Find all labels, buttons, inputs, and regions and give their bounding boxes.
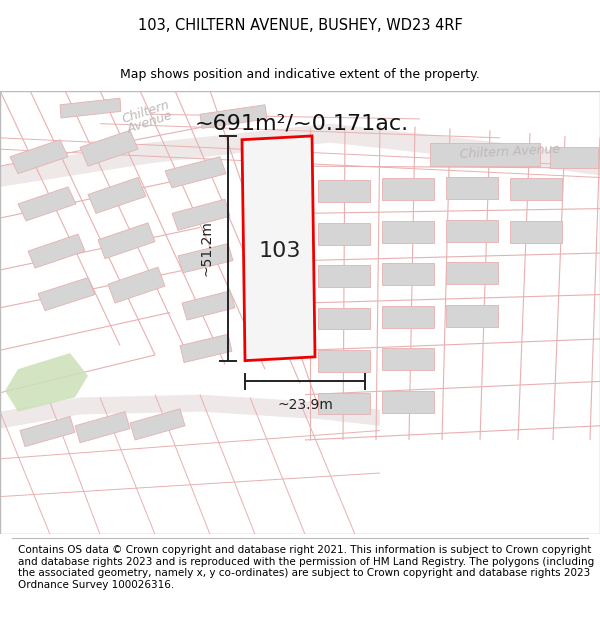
Polygon shape — [382, 178, 434, 200]
Polygon shape — [242, 136, 315, 361]
Polygon shape — [98, 222, 155, 259]
Polygon shape — [318, 392, 370, 414]
Polygon shape — [382, 221, 434, 243]
Polygon shape — [382, 263, 434, 285]
Text: Map shows position and indicative extent of the property.: Map shows position and indicative extent… — [120, 68, 480, 81]
Polygon shape — [60, 98, 121, 118]
Polygon shape — [430, 142, 540, 166]
Polygon shape — [0, 394, 380, 429]
Polygon shape — [80, 130, 138, 166]
Polygon shape — [108, 267, 165, 303]
Polygon shape — [130, 409, 185, 440]
Polygon shape — [446, 262, 498, 284]
Polygon shape — [318, 181, 370, 202]
Polygon shape — [20, 416, 75, 447]
Polygon shape — [382, 306, 434, 328]
Text: ~691m²/~0.171ac.: ~691m²/~0.171ac. — [195, 114, 409, 134]
Polygon shape — [5, 353, 88, 412]
Text: Chiltern
Avenue: Chiltern Avenue — [121, 98, 175, 136]
Polygon shape — [446, 305, 498, 327]
Polygon shape — [180, 334, 232, 362]
Text: ~23.9m: ~23.9m — [277, 398, 333, 412]
Text: Contains OS data © Crown copyright and database right 2021. This information is : Contains OS data © Crown copyright and d… — [18, 545, 594, 590]
Polygon shape — [88, 177, 146, 213]
Text: 103: 103 — [259, 241, 301, 261]
Polygon shape — [28, 234, 85, 268]
Polygon shape — [165, 157, 226, 188]
Polygon shape — [318, 265, 370, 287]
Polygon shape — [318, 308, 370, 329]
Polygon shape — [510, 178, 562, 200]
Polygon shape — [550, 148, 598, 168]
Polygon shape — [382, 348, 434, 370]
Polygon shape — [446, 220, 498, 242]
Text: ~51.2m: ~51.2m — [200, 221, 214, 276]
Polygon shape — [178, 244, 233, 273]
Polygon shape — [510, 221, 562, 243]
Polygon shape — [318, 222, 370, 244]
Polygon shape — [182, 291, 235, 320]
Polygon shape — [0, 124, 600, 187]
Polygon shape — [318, 350, 370, 372]
Polygon shape — [172, 199, 230, 231]
Polygon shape — [200, 105, 267, 128]
Polygon shape — [38, 278, 95, 311]
Text: 103, CHILTERN AVENUE, BUSHEY, WD23 4RF: 103, CHILTERN AVENUE, BUSHEY, WD23 4RF — [137, 18, 463, 33]
Text: Chiltern Avenue: Chiltern Avenue — [460, 143, 560, 161]
Polygon shape — [75, 412, 130, 442]
Polygon shape — [446, 177, 498, 199]
Polygon shape — [10, 140, 68, 174]
Polygon shape — [18, 187, 76, 221]
Polygon shape — [382, 391, 434, 412]
